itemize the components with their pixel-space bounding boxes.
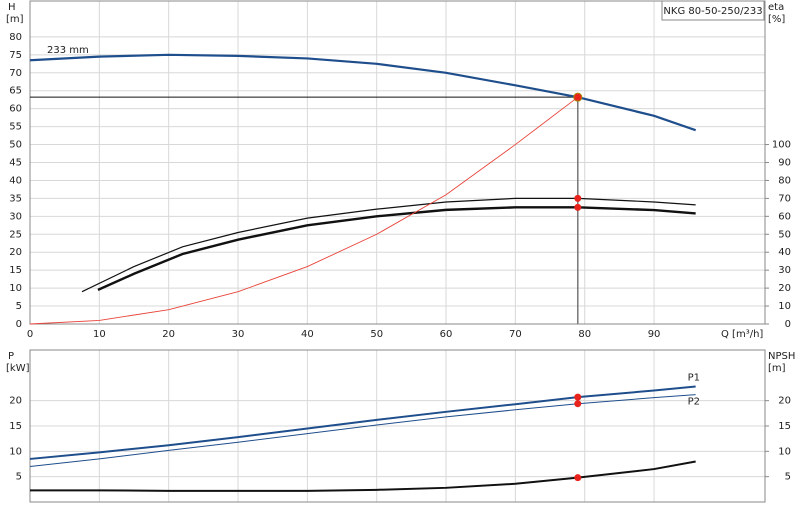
series-label: P2 [688, 397, 700, 408]
y-tick-label: 65 [9, 86, 22, 97]
y2-axis-unit: [m] [768, 363, 786, 374]
y-tick-label: 15 [9, 421, 22, 432]
x-tick-label: 20 [162, 329, 175, 340]
y2-tick-label: 50 [778, 229, 791, 240]
title-box [661, 0, 765, 21]
series-line [29, 394, 696, 468]
duty-marker [574, 93, 582, 101]
x-tick-label: 80 [578, 329, 591, 340]
series-label: P1 [688, 372, 700, 383]
y2-axis-unit: [%] [768, 14, 785, 25]
y2-axis-label: NPSH [768, 351, 795, 362]
y2-tick-label: 80 [778, 175, 791, 186]
duty-marker [574, 194, 582, 202]
y-tick-label: 20 [9, 247, 22, 258]
y2-tick-label: 10 [778, 446, 791, 457]
y2-tick-label: 15 [778, 421, 791, 432]
y-tick-label: 35 [9, 193, 22, 204]
y-tick-label: 70 [9, 68, 22, 79]
x-tick-label: 70 [509, 329, 522, 340]
y-tick-label: 20 [9, 396, 22, 407]
y2-tick-label: 60 [778, 211, 791, 222]
y-tick-label: 15 [9, 265, 22, 276]
x-tick-label: 10 [93, 329, 106, 340]
y2-tick-label: 20 [778, 283, 791, 294]
series-line [29, 385, 696, 460]
series-line [81, 197, 696, 293]
y-axis-label: H [8, 2, 16, 13]
y2-tick-label: 40 [778, 247, 791, 258]
series-line [30, 460, 696, 492]
y-tick-label: 10 [9, 446, 22, 457]
plot-frame [29, 0, 766, 325]
duty-marker [574, 203, 582, 211]
y-tick-label: 5 [16, 472, 22, 483]
y2-tick-label: 10 [778, 301, 791, 312]
chart-title: NKG 80-50-250/233 [663, 6, 762, 17]
y-axis-unit: [kW] [6, 363, 30, 374]
y2-tick-label: 0 [785, 319, 791, 330]
y2-axis-label: eta [768, 2, 784, 13]
x-tick-label: 50 [370, 329, 383, 340]
y-tick-label: 75 [9, 50, 22, 61]
y-axis-unit: [m] [6, 14, 24, 25]
y-tick-label: 55 [9, 122, 22, 133]
y2-tick-label: 100 [772, 140, 791, 151]
y-tick-label: 60 [9, 104, 22, 115]
y2-tick-label: 90 [778, 158, 791, 169]
plot-frame [29, 349, 766, 503]
x-tick-label: 0 [27, 329, 33, 340]
y-axis-label: P [8, 351, 14, 362]
x-axis-label: Q [m³/h] [721, 329, 763, 340]
y2-tick-label: 30 [778, 265, 791, 276]
y2-tick-label: 20 [778, 396, 791, 407]
y-tick-label: 25 [9, 229, 22, 240]
y-tick-label: 30 [9, 211, 22, 222]
y-tick-label: 40 [9, 175, 22, 186]
y2-tick-label: 70 [778, 193, 791, 204]
series-line [29, 96, 579, 325]
y-tick-label: 5 [16, 301, 22, 312]
x-tick-label: 40 [301, 329, 314, 340]
series-line [29, 53, 697, 132]
x-tick-label: 60 [440, 329, 453, 340]
y-tick-label: 10 [9, 283, 22, 294]
duty-marker [574, 400, 582, 408]
duty-marker [574, 393, 582, 401]
series-line [97, 206, 696, 292]
series-label: 233 mm [47, 45, 89, 56]
y-tick-label: 80 [9, 32, 22, 43]
duty-marker [574, 474, 582, 482]
y-tick-label: 45 [9, 158, 22, 169]
y-tick-label: 50 [9, 140, 22, 151]
y-tick-label: 0 [16, 319, 22, 330]
x-tick-label: 30 [232, 329, 245, 340]
y2-tick-label: 5 [785, 472, 791, 483]
x-tick-label: 90 [648, 329, 661, 340]
